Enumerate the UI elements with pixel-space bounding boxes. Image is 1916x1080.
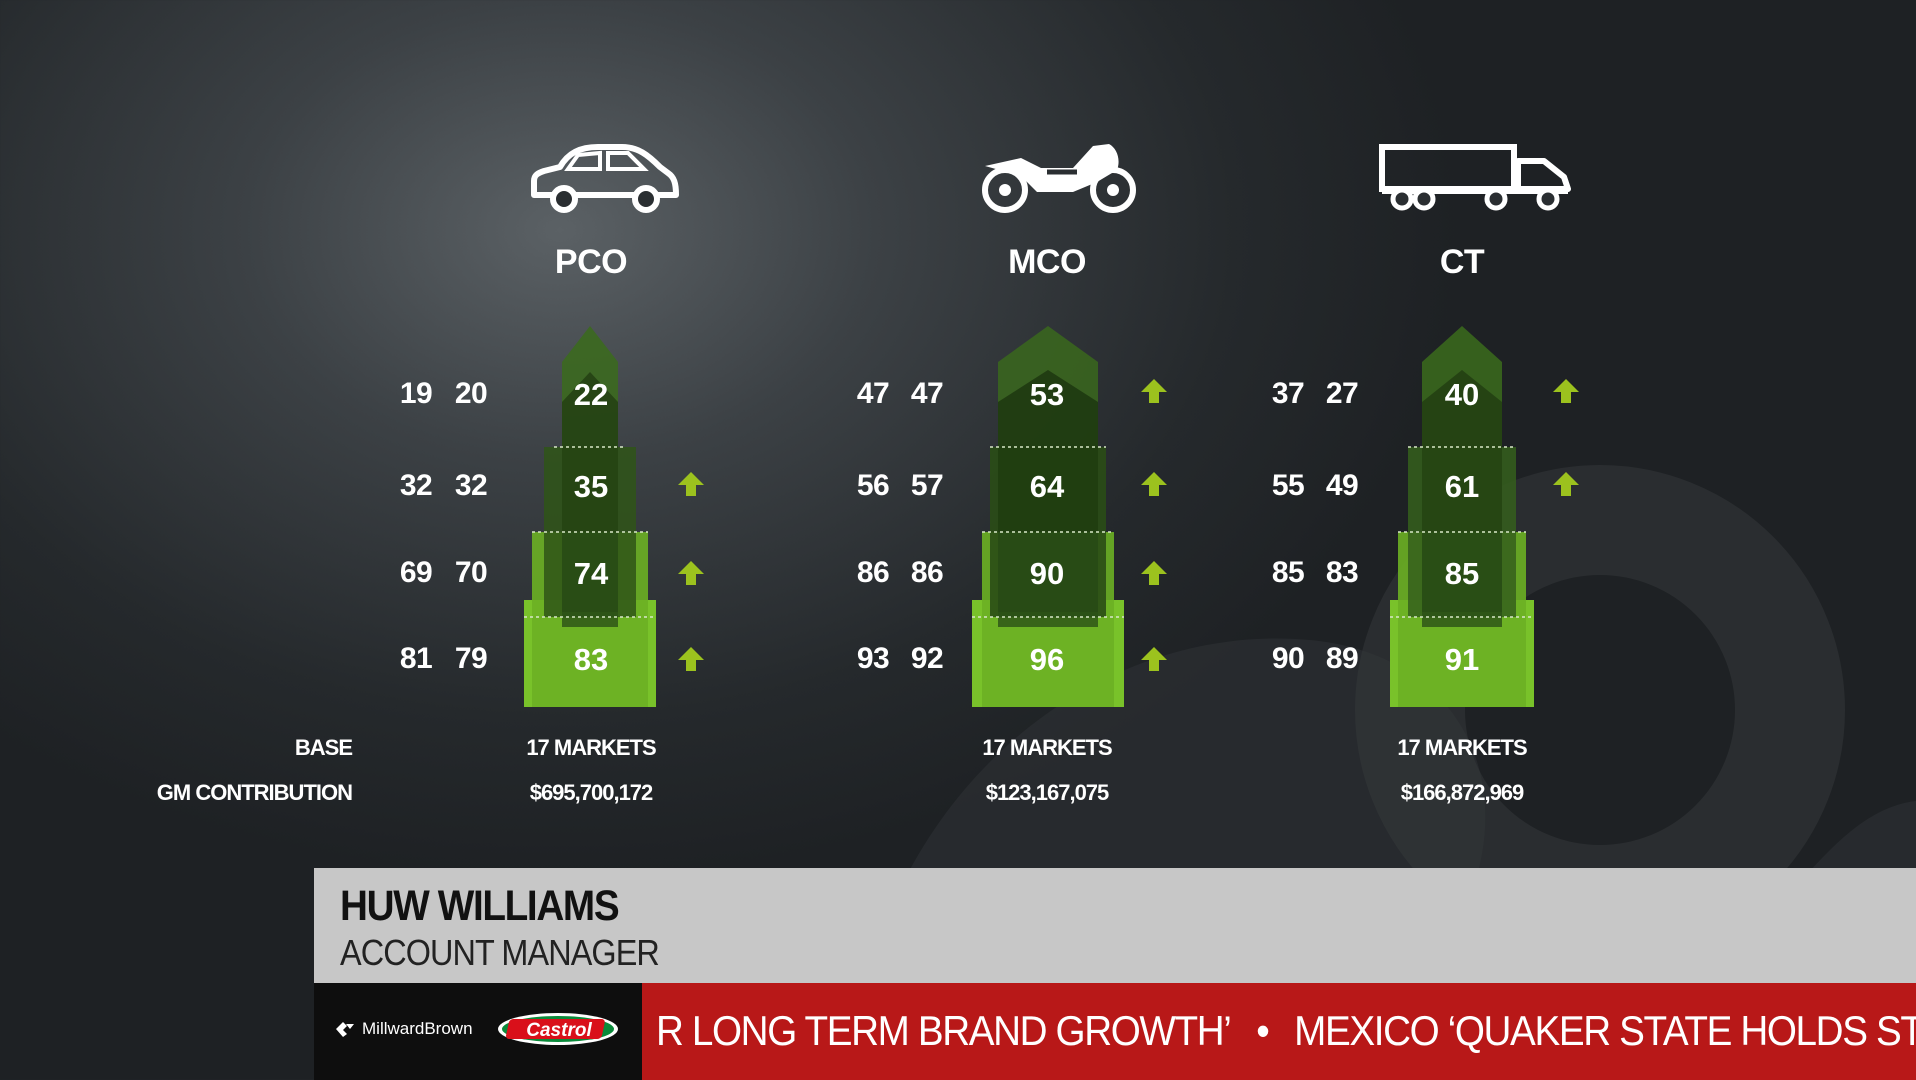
mco-row2-a: 56 (856, 469, 890, 502)
pco-row3-b: 70 (454, 556, 488, 589)
pco-row2-a: 32 (399, 469, 433, 502)
mco-gm-contribution: $123,167,075 (985, 780, 1110, 805)
pyramid-pco (524, 326, 656, 707)
presenter-name: HUW WILLIAMS (340, 882, 620, 930)
mco-row3-a: 86 (856, 556, 890, 589)
pyramid-mco (972, 326, 1124, 707)
pco-row4-b: 79 (454, 642, 488, 675)
up-arrow-icon (1553, 379, 1579, 403)
pco-row4-a: 81 (399, 642, 433, 675)
column-title-pco: PCO (554, 243, 628, 281)
mco-row1-c: 53 (1029, 377, 1065, 412)
ct-row3-b: 83 (1325, 556, 1359, 589)
column-title-mco: MCO (1008, 243, 1086, 281)
ct-row2-a: 55 (1271, 469, 1305, 502)
ct-row3-a: 85 (1271, 556, 1305, 589)
base-label: BASE (294, 735, 353, 760)
ticker-separator-icon: • (1256, 1007, 1270, 1054)
truck-icon (1379, 144, 1571, 211)
ct-row3-c: 85 (1444, 556, 1480, 591)
pco-base: 17 MARKETS (526, 735, 656, 760)
ct-base: 17 MARKETS (1397, 735, 1527, 760)
mco-row4-a: 93 (856, 642, 890, 675)
mco-base: 17 MARKETS (982, 735, 1112, 760)
up-arrow-icon (678, 647, 704, 671)
ct-row4-a: 90 (1271, 642, 1305, 675)
mco-row4-b: 92 (910, 642, 944, 675)
mco-row4-c: 96 (1029, 642, 1065, 677)
ticker-item: R LONG TERM BRAND GROWTH’ (656, 1007, 1232, 1054)
ct-row1-c: 40 (1444, 377, 1480, 412)
millward-brown-text: MillwardBrown (362, 1019, 473, 1038)
pco-row3-c: 74 (573, 556, 609, 591)
ct-row4-b: 89 (1325, 642, 1359, 675)
ct-row2-c: 61 (1444, 469, 1480, 504)
mco-row3-c: 90 (1029, 556, 1065, 591)
up-arrow-icon (1141, 647, 1167, 671)
pco-row2-b: 32 (454, 469, 488, 502)
car-icon (531, 144, 679, 213)
mco-row2-b: 57 (910, 469, 944, 502)
ticker-text: R LONG TERM BRAND GROWTH’ • MEXICO ‘QUAKER… (656, 1007, 1916, 1055)
mco-row1-b: 47 (910, 377, 944, 410)
news-ticker: R LONG TERM BRAND GROWTH’ • MEXICO ‘QUAKER… (314, 983, 1916, 1080)
gm-contribution-label: GM CONTRIBUTION (156, 780, 353, 805)
lower-third-banner: HUW WILLIAMS ACCOUNT MANAGER (314, 868, 1916, 983)
up-arrow-icon (678, 561, 704, 585)
presenter-title: ACCOUNT MANAGER (340, 932, 660, 973)
mco-row3-b: 86 (910, 556, 944, 589)
mco-row1-a: 47 (856, 377, 890, 410)
pco-row1-b: 20 (454, 377, 488, 410)
ct-row1-a: 37 (1271, 377, 1305, 410)
up-arrow-icon (1141, 561, 1167, 585)
pco-row4-c: 83 (573, 642, 609, 677)
pyramid-ct (1390, 326, 1534, 707)
pco-row3-a: 69 (399, 556, 433, 589)
motorcycle-icon (982, 144, 1136, 213)
pco-row1-c: 22 (573, 377, 609, 412)
castrol-logo: Castrol (498, 1013, 618, 1045)
pco-gm-contribution: $695,700,172 (529, 780, 654, 805)
svg-text:Castrol: Castrol (526, 1020, 592, 1041)
millward-brown-logo: MillwardBrown (334, 1019, 473, 1039)
up-arrow-icon (1553, 472, 1579, 496)
pco-row2-c: 35 (573, 469, 609, 504)
ct-row1-b: 27 (1325, 377, 1359, 410)
mco-row2-c: 64 (1029, 469, 1065, 504)
ct-row4-c: 91 (1444, 642, 1480, 677)
up-arrow-icon (678, 472, 704, 496)
logo-box: MillwardBrown Castrol (314, 983, 642, 1080)
ticker-item: MEXICO ‘QUAKER STATE HOLDS ST (1294, 1007, 1916, 1054)
millward-brown-mark-icon (336, 1022, 354, 1037)
column-title-ct: CT (1439, 243, 1485, 281)
ct-row2-b: 49 (1325, 469, 1359, 502)
up-arrow-icon (1141, 379, 1167, 403)
up-arrow-icon (1141, 472, 1167, 496)
pco-row1-a: 19 (399, 377, 433, 410)
ct-gm-contribution: $166,872,969 (1400, 780, 1525, 805)
